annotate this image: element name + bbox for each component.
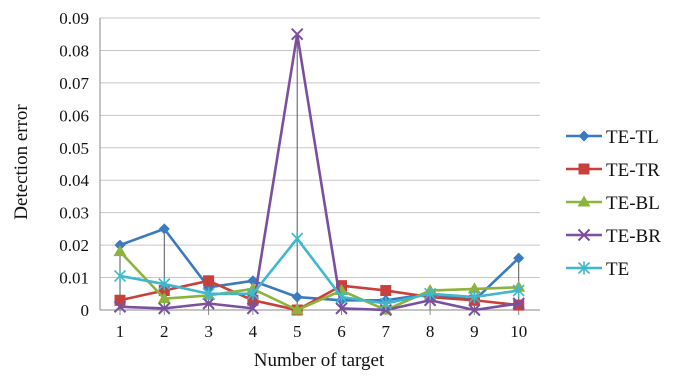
marker-stroke	[202, 297, 215, 310]
x-axis-title: Number of target	[254, 350, 385, 371]
x-tick-label: 2	[160, 322, 169, 341]
y-tick-label: 0.08	[59, 41, 89, 60]
legend-label: TE-BR	[606, 226, 661, 247]
point-te-br	[158, 302, 171, 315]
point-te-tl	[158, 223, 170, 235]
legend-item-te-bl: TE-BL	[566, 193, 660, 214]
x-tick-label: 5	[293, 322, 302, 341]
point-te-br	[512, 297, 525, 310]
gridlines	[100, 17, 540, 279]
y-tick-label: 0	[81, 301, 90, 320]
x-tick-label: 6	[337, 322, 346, 341]
marker-stroke	[577, 228, 591, 242]
marker-stroke	[335, 302, 348, 315]
point-te-tl	[291, 291, 303, 303]
point-te	[291, 232, 304, 246]
legend-item-te-tr: TE-TR	[566, 160, 660, 181]
x-tick-label: 9	[470, 322, 479, 341]
point-te	[468, 290, 481, 304]
y-tick-label: 0.04	[59, 171, 89, 190]
point-te-tr	[513, 299, 525, 311]
legend: TE-TL TE-TR TE-BL TE-BR TE	[566, 127, 661, 280]
point-te-tr	[114, 294, 126, 306]
point-te	[246, 287, 259, 301]
y-tick-label: 0.05	[59, 139, 89, 158]
point-te	[202, 287, 215, 301]
y-tick-label: 0.01	[59, 269, 89, 288]
series-te-tl	[114, 223, 525, 306]
x-tick-label: 10	[510, 322, 527, 341]
legend-label: TE-BL	[606, 193, 660, 214]
legend-swatch-marker	[578, 163, 590, 175]
point-te-br	[246, 302, 260, 315]
legend-swatch-marker	[577, 261, 591, 275]
point-te	[424, 287, 437, 301]
point-te-tl	[513, 252, 525, 264]
point-te	[512, 284, 525, 298]
point-te	[379, 297, 392, 311]
series-line-te-br	[119, 32, 519, 312]
y-tick-label: 0.06	[59, 106, 89, 125]
point-te-bl	[467, 282, 481, 294]
point-te	[113, 269, 127, 283]
point-te-br	[468, 303, 481, 317]
point-te-br	[335, 302, 348, 315]
y-axis-title: Detection error	[11, 104, 32, 220]
tick-labels: 0 0.01 0.02 0.03 0.04 0.05 0.06 0.07 0.08 0.09 1 2 3…	[59, 9, 527, 341]
series-line-te-tr	[119, 279, 519, 312]
legend-item-te-tl: TE-TL	[566, 127, 659, 148]
point-te-tr	[380, 285, 392, 297]
x-tick-label: 4	[249, 322, 258, 341]
point-te-tr	[203, 275, 215, 287]
y-tick-label: 0.09	[59, 9, 89, 28]
series-te-bl	[113, 245, 526, 315]
point-te-bl	[157, 292, 171, 304]
legend-item-te-br: TE-BR	[566, 226, 661, 247]
series-te-br	[113, 28, 525, 317]
point-te	[158, 277, 171, 291]
series-te	[113, 232, 525, 311]
legend-swatch-marker	[578, 130, 590, 142]
point-te-br	[290, 28, 304, 41]
marker-stroke	[512, 297, 525, 310]
series-line-te-bl	[119, 250, 519, 312]
legend-label: TE-TL	[606, 127, 659, 148]
legend-label: TE-TR	[606, 160, 660, 181]
point-te-bl	[290, 303, 304, 315]
marker-stroke	[290, 28, 304, 41]
point-te-br	[113, 300, 127, 313]
point-te	[335, 290, 348, 304]
series-group	[113, 28, 526, 317]
axes	[99, 18, 540, 315]
legend-label: TE	[606, 259, 629, 280]
series-line-te	[119, 237, 519, 305]
legend-swatch-marker	[577, 195, 591, 207]
point-te-br	[202, 297, 215, 310]
x-tick-label: 7	[382, 322, 391, 341]
legend-item-te: TE	[566, 259, 629, 280]
y-tick-label: 0.02	[59, 236, 89, 255]
y-tick-label: 0.03	[59, 204, 89, 223]
x-tick-label: 1	[116, 322, 125, 341]
x-tick-label: 3	[204, 322, 213, 341]
y-tick-label: 0.07	[59, 74, 89, 93]
marker-stroke	[158, 302, 171, 315]
marker-stroke	[246, 302, 260, 315]
legend-swatch-marker	[577, 228, 591, 242]
marker-stroke	[113, 300, 127, 313]
marker-stroke	[468, 303, 481, 317]
x-tick-label: 8	[426, 322, 435, 341]
point-te-bl	[113, 245, 127, 257]
